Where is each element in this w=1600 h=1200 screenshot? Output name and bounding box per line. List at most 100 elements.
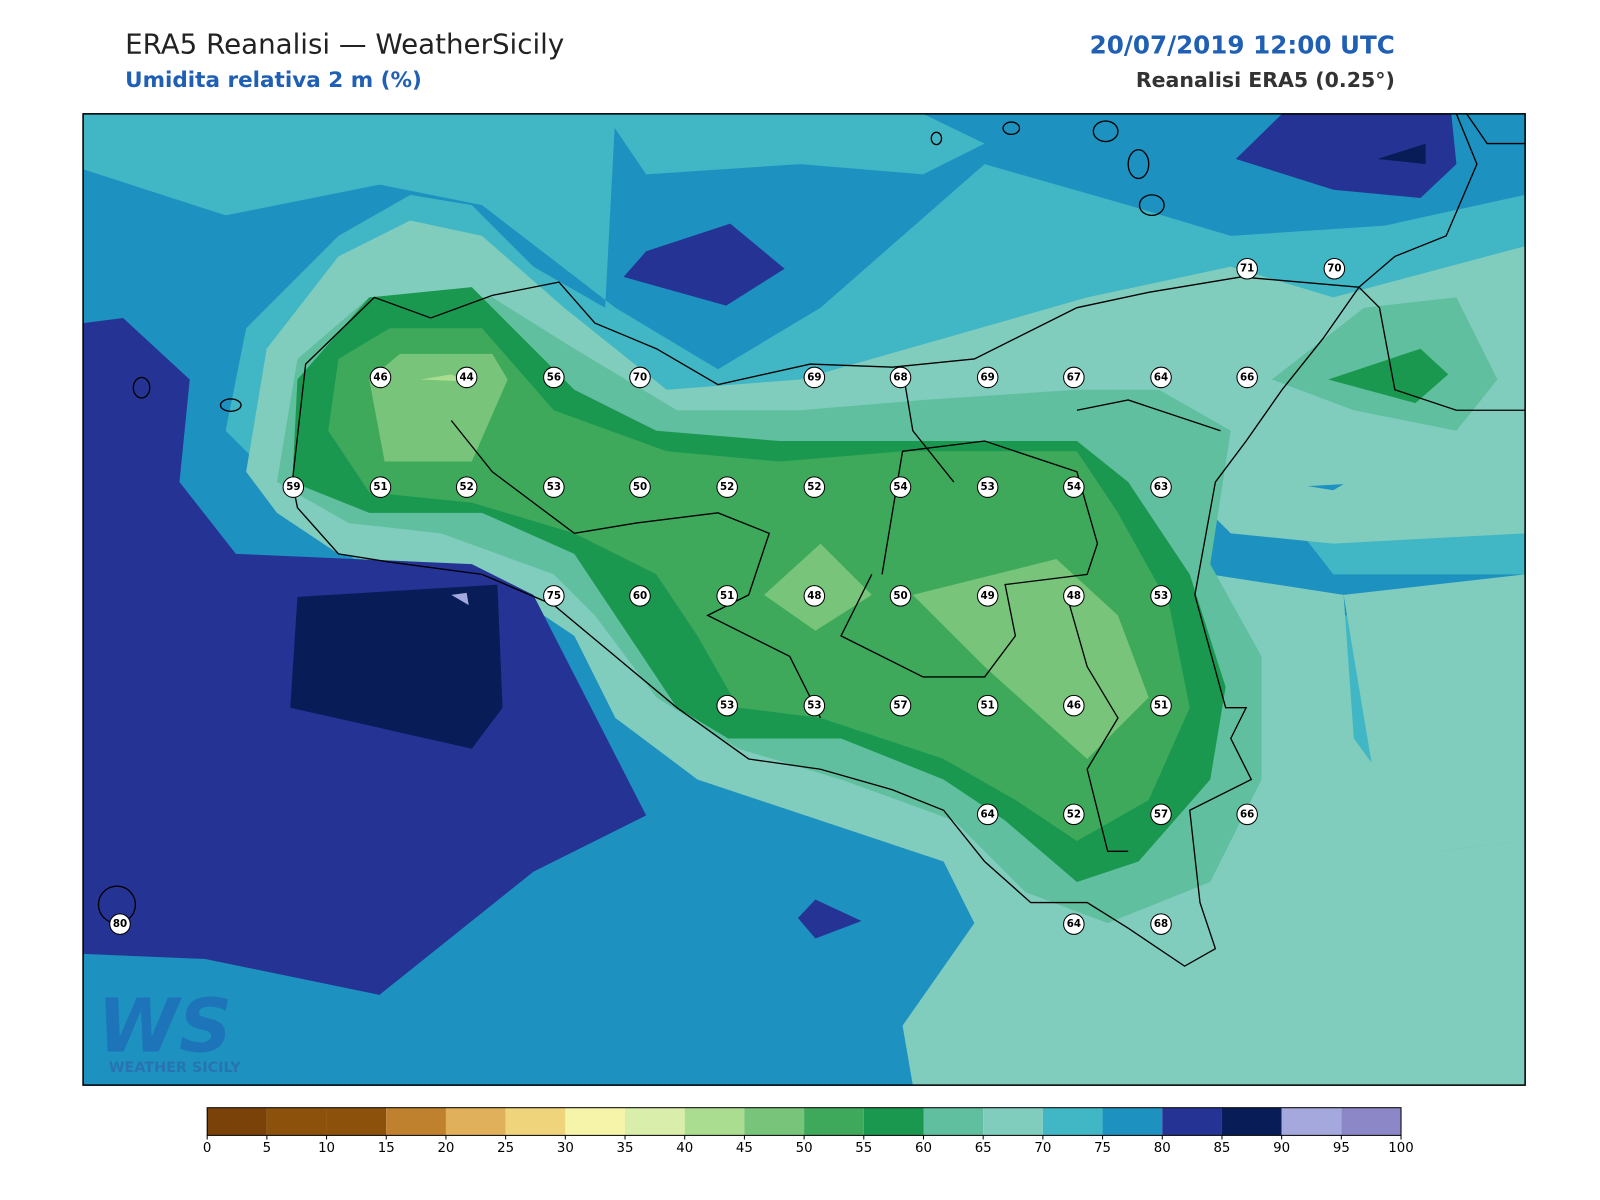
station-value: 60 (633, 590, 647, 602)
station-marker (455, 366, 478, 389)
colorbar-bin (1221, 1107, 1282, 1136)
station-marker (1063, 585, 1085, 607)
colorbar-bin (804, 1107, 864, 1136)
colorbar: 0 5 10 15 20 25 30 35 40 45 50 55 60 65 70 75 80 85 90 95 10… (203, 1107, 1414, 1156)
station: 63 (1150, 476, 1172, 498)
station-marker (889, 585, 912, 607)
station-value: 75 (547, 590, 561, 602)
logo-mark: WS (97, 983, 232, 1069)
colorbar-tick-label: 45 (736, 1141, 753, 1156)
colorbar-bin (923, 1107, 984, 1136)
colorbar-tick-label: 70 (1034, 1141, 1051, 1156)
subtitle: Umidita relativa 2 m (%) (125, 68, 422, 93)
station: 52 (1063, 803, 1085, 826)
station-marker (803, 585, 826, 607)
station: 53 (716, 694, 738, 717)
station-marker (282, 476, 305, 498)
station-marker (543, 366, 565, 389)
station-value: 68 (1154, 918, 1168, 930)
map-frame (82, 113, 1526, 1086)
station-value: 50 (633, 481, 647, 493)
station-value: 52 (460, 481, 474, 493)
station-value: 52 (807, 481, 821, 493)
colorbar-tick-label: 90 (1273, 1141, 1290, 1156)
colorbar-bin (684, 1107, 745, 1136)
stations: 71 70 46 44 56 70 69 68 69 67 64 66 59 51 52 53 50 52 52 54… (109, 257, 1346, 935)
source: Reanalisi ERA5 (0.25°) (1136, 68, 1395, 92)
station-value: 59 (286, 481, 300, 493)
station-value: 68 (893, 371, 907, 383)
colorbar-tick-label: 95 (1333, 1141, 1350, 1156)
colorbar-tick-label: 15 (378, 1141, 395, 1156)
station: 48 (1063, 585, 1085, 607)
station-marker (543, 476, 565, 498)
logo-text: WEATHER SICILY (109, 1060, 242, 1076)
station: 64 (1150, 366, 1172, 389)
station-marker (889, 476, 912, 498)
logo: WS WEATHER SICILY (97, 983, 241, 1076)
station-value: 64 (1067, 918, 1081, 930)
station-marker (1063, 913, 1085, 935)
station-value: 69 (807, 371, 821, 383)
station-marker (976, 476, 999, 498)
station: 50 (889, 585, 912, 607)
station-value: 57 (893, 700, 907, 712)
station-value: 53 (547, 481, 561, 493)
station: 49 (976, 585, 999, 607)
station-marker (889, 694, 912, 717)
station-marker (1063, 366, 1085, 389)
station: 44 (455, 366, 478, 389)
station: 52 (803, 476, 826, 498)
station: 70 (629, 366, 651, 389)
station: 69 (976, 366, 999, 389)
station: 80 (109, 913, 131, 935)
station-value: 80 (113, 918, 127, 930)
station: 53 (976, 476, 999, 498)
station: 54 (889, 476, 912, 498)
station-value: 50 (893, 590, 907, 602)
station-marker (1236, 257, 1258, 280)
station-value: 51 (373, 481, 387, 493)
colorbar-bin (1341, 1107, 1402, 1136)
station: 68 (1150, 913, 1172, 935)
station-marker (889, 366, 912, 389)
station-marker (976, 585, 999, 607)
colorbar-tick-label: 50 (796, 1141, 813, 1156)
station-value: 66 (1240, 808, 1254, 820)
station-marker (803, 694, 826, 717)
colorbar-tick-label: 75 (1094, 1141, 1111, 1156)
station-marker (1236, 803, 1258, 826)
colorbar-bin (445, 1107, 506, 1136)
station: 64 (976, 803, 999, 826)
colorbar-tick-label: 0 (203, 1141, 211, 1156)
station-marker (803, 366, 826, 389)
station-value: 48 (1067, 590, 1081, 602)
station-marker (1150, 366, 1172, 389)
station-value: 51 (1154, 700, 1168, 712)
station: 70 (1323, 257, 1346, 280)
title: ERA5 Reanalisi — WeatherSicily (125, 27, 564, 60)
station: 67 (1063, 366, 1085, 389)
colorbar-bin (1102, 1107, 1163, 1136)
station-marker (1063, 694, 1085, 717)
station-value: 70 (633, 371, 647, 383)
station-value: 52 (1067, 808, 1081, 820)
station-value: 53 (720, 700, 734, 712)
colorbar-tick-label: 30 (557, 1141, 574, 1156)
colorbar-tick-label: 55 (855, 1141, 872, 1156)
colorbar-tick-label: 80 (1154, 1141, 1171, 1156)
station-marker (976, 803, 999, 826)
station-value: 57 (1154, 808, 1168, 820)
station: 52 (455, 476, 478, 498)
station: 54 (1063, 476, 1085, 498)
station: 64 (1063, 913, 1085, 935)
station: 66 (1236, 803, 1258, 826)
station-value: 53 (807, 700, 821, 712)
colorbar-bin (983, 1107, 1043, 1136)
colorbar-tick-label: 60 (915, 1141, 932, 1156)
colorbar-bin (1042, 1107, 1103, 1136)
station: 57 (1150, 803, 1172, 826)
station-marker (369, 476, 392, 498)
station-marker (455, 476, 478, 498)
